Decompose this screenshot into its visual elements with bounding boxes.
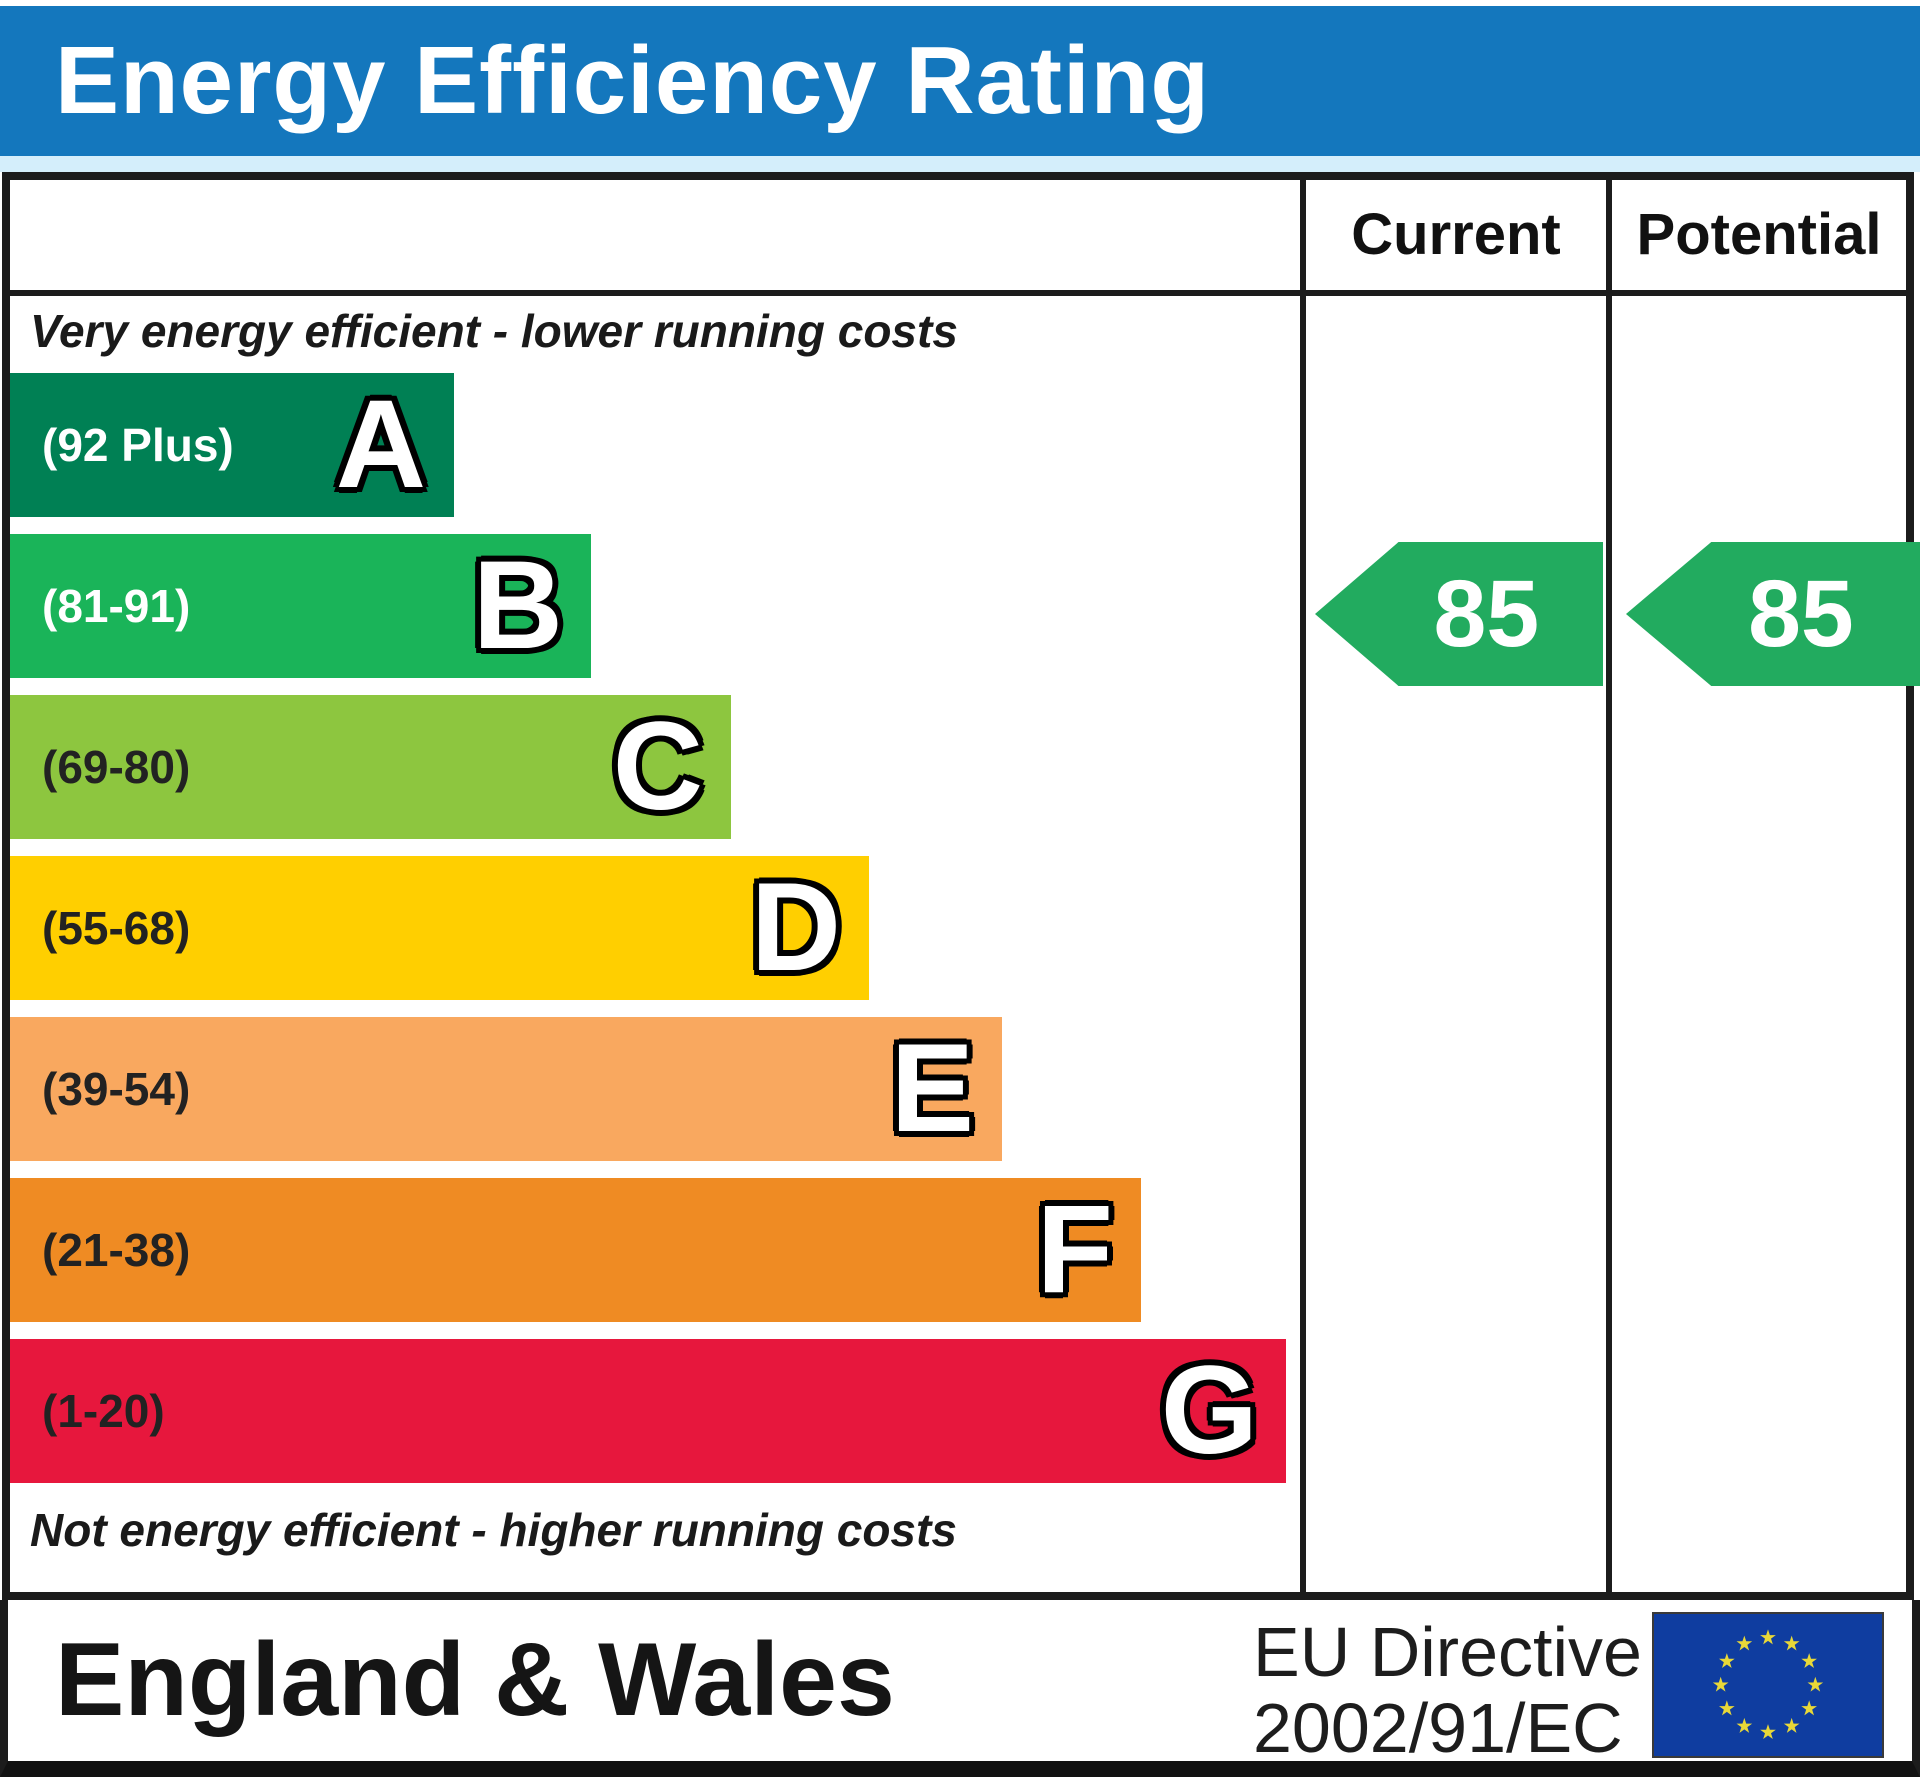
eu-flag-stars xyxy=(1712,1629,1824,1739)
band-e-bar: (39-54) E xyxy=(10,1017,1002,1161)
band-f-bar: (21-38) F xyxy=(10,1178,1141,1322)
title-bar: Energy Efficiency Rating xyxy=(0,6,1920,156)
band-c-range: (69-80) xyxy=(42,741,191,793)
band-d-range: (55-68) xyxy=(42,902,191,954)
band-c-letter: C xyxy=(612,697,703,836)
band-d-letter: D xyxy=(750,858,841,997)
region-label: England & Wales xyxy=(55,1622,895,1738)
eu-directive-line1: EU Directive xyxy=(1253,1613,1642,1691)
band-f-range: (21-38) xyxy=(42,1224,191,1276)
band-g-letter: G xyxy=(1160,1341,1258,1480)
band-a-letter: A xyxy=(335,375,426,514)
current-column-divider xyxy=(1300,172,1306,1600)
band-f-letter: F xyxy=(1036,1180,1113,1319)
current-column-header: Current xyxy=(1351,202,1561,267)
eu-directive-line2: 2002/91/EC xyxy=(1253,1689,1623,1767)
header-underline xyxy=(2,290,1914,296)
band-g-bar: (1-20) G xyxy=(10,1339,1286,1483)
band-g-range: (1-20) xyxy=(42,1385,165,1437)
band-a-range: (92 Plus) xyxy=(42,419,234,471)
band-a-bar: (92 Plus) A xyxy=(10,373,454,517)
band-b-range: (81-91) xyxy=(42,580,191,632)
potential-column-header: Potential xyxy=(1636,202,1882,267)
footer-bar xyxy=(0,1600,1920,1777)
current-rating-value: 85 xyxy=(1433,560,1540,667)
band-e-range: (39-54) xyxy=(42,1063,191,1115)
band-d-bar: (55-68) D xyxy=(10,856,869,1000)
eu-directive-label: EU Directive 2002/91/EC xyxy=(1253,1614,1642,1766)
top-note: Very energy efficient - lower running co… xyxy=(30,305,958,357)
page-title: Energy Efficiency Rating xyxy=(55,27,1210,134)
eu-flag-icon xyxy=(1652,1612,1884,1758)
band-e-letter: E xyxy=(890,1019,974,1158)
band-c-bar: (69-80) C xyxy=(10,695,731,839)
band-b-letter: B xyxy=(472,536,563,675)
potential-column-divider xyxy=(1606,172,1612,1600)
star-circle xyxy=(1712,1629,1824,1739)
band-b-bar: (81-91) B xyxy=(10,534,591,678)
bottom-note: Not energy efficient - higher running co… xyxy=(30,1504,957,1556)
potential-rating-value: 85 xyxy=(1748,560,1854,667)
title-strip xyxy=(0,156,1920,172)
